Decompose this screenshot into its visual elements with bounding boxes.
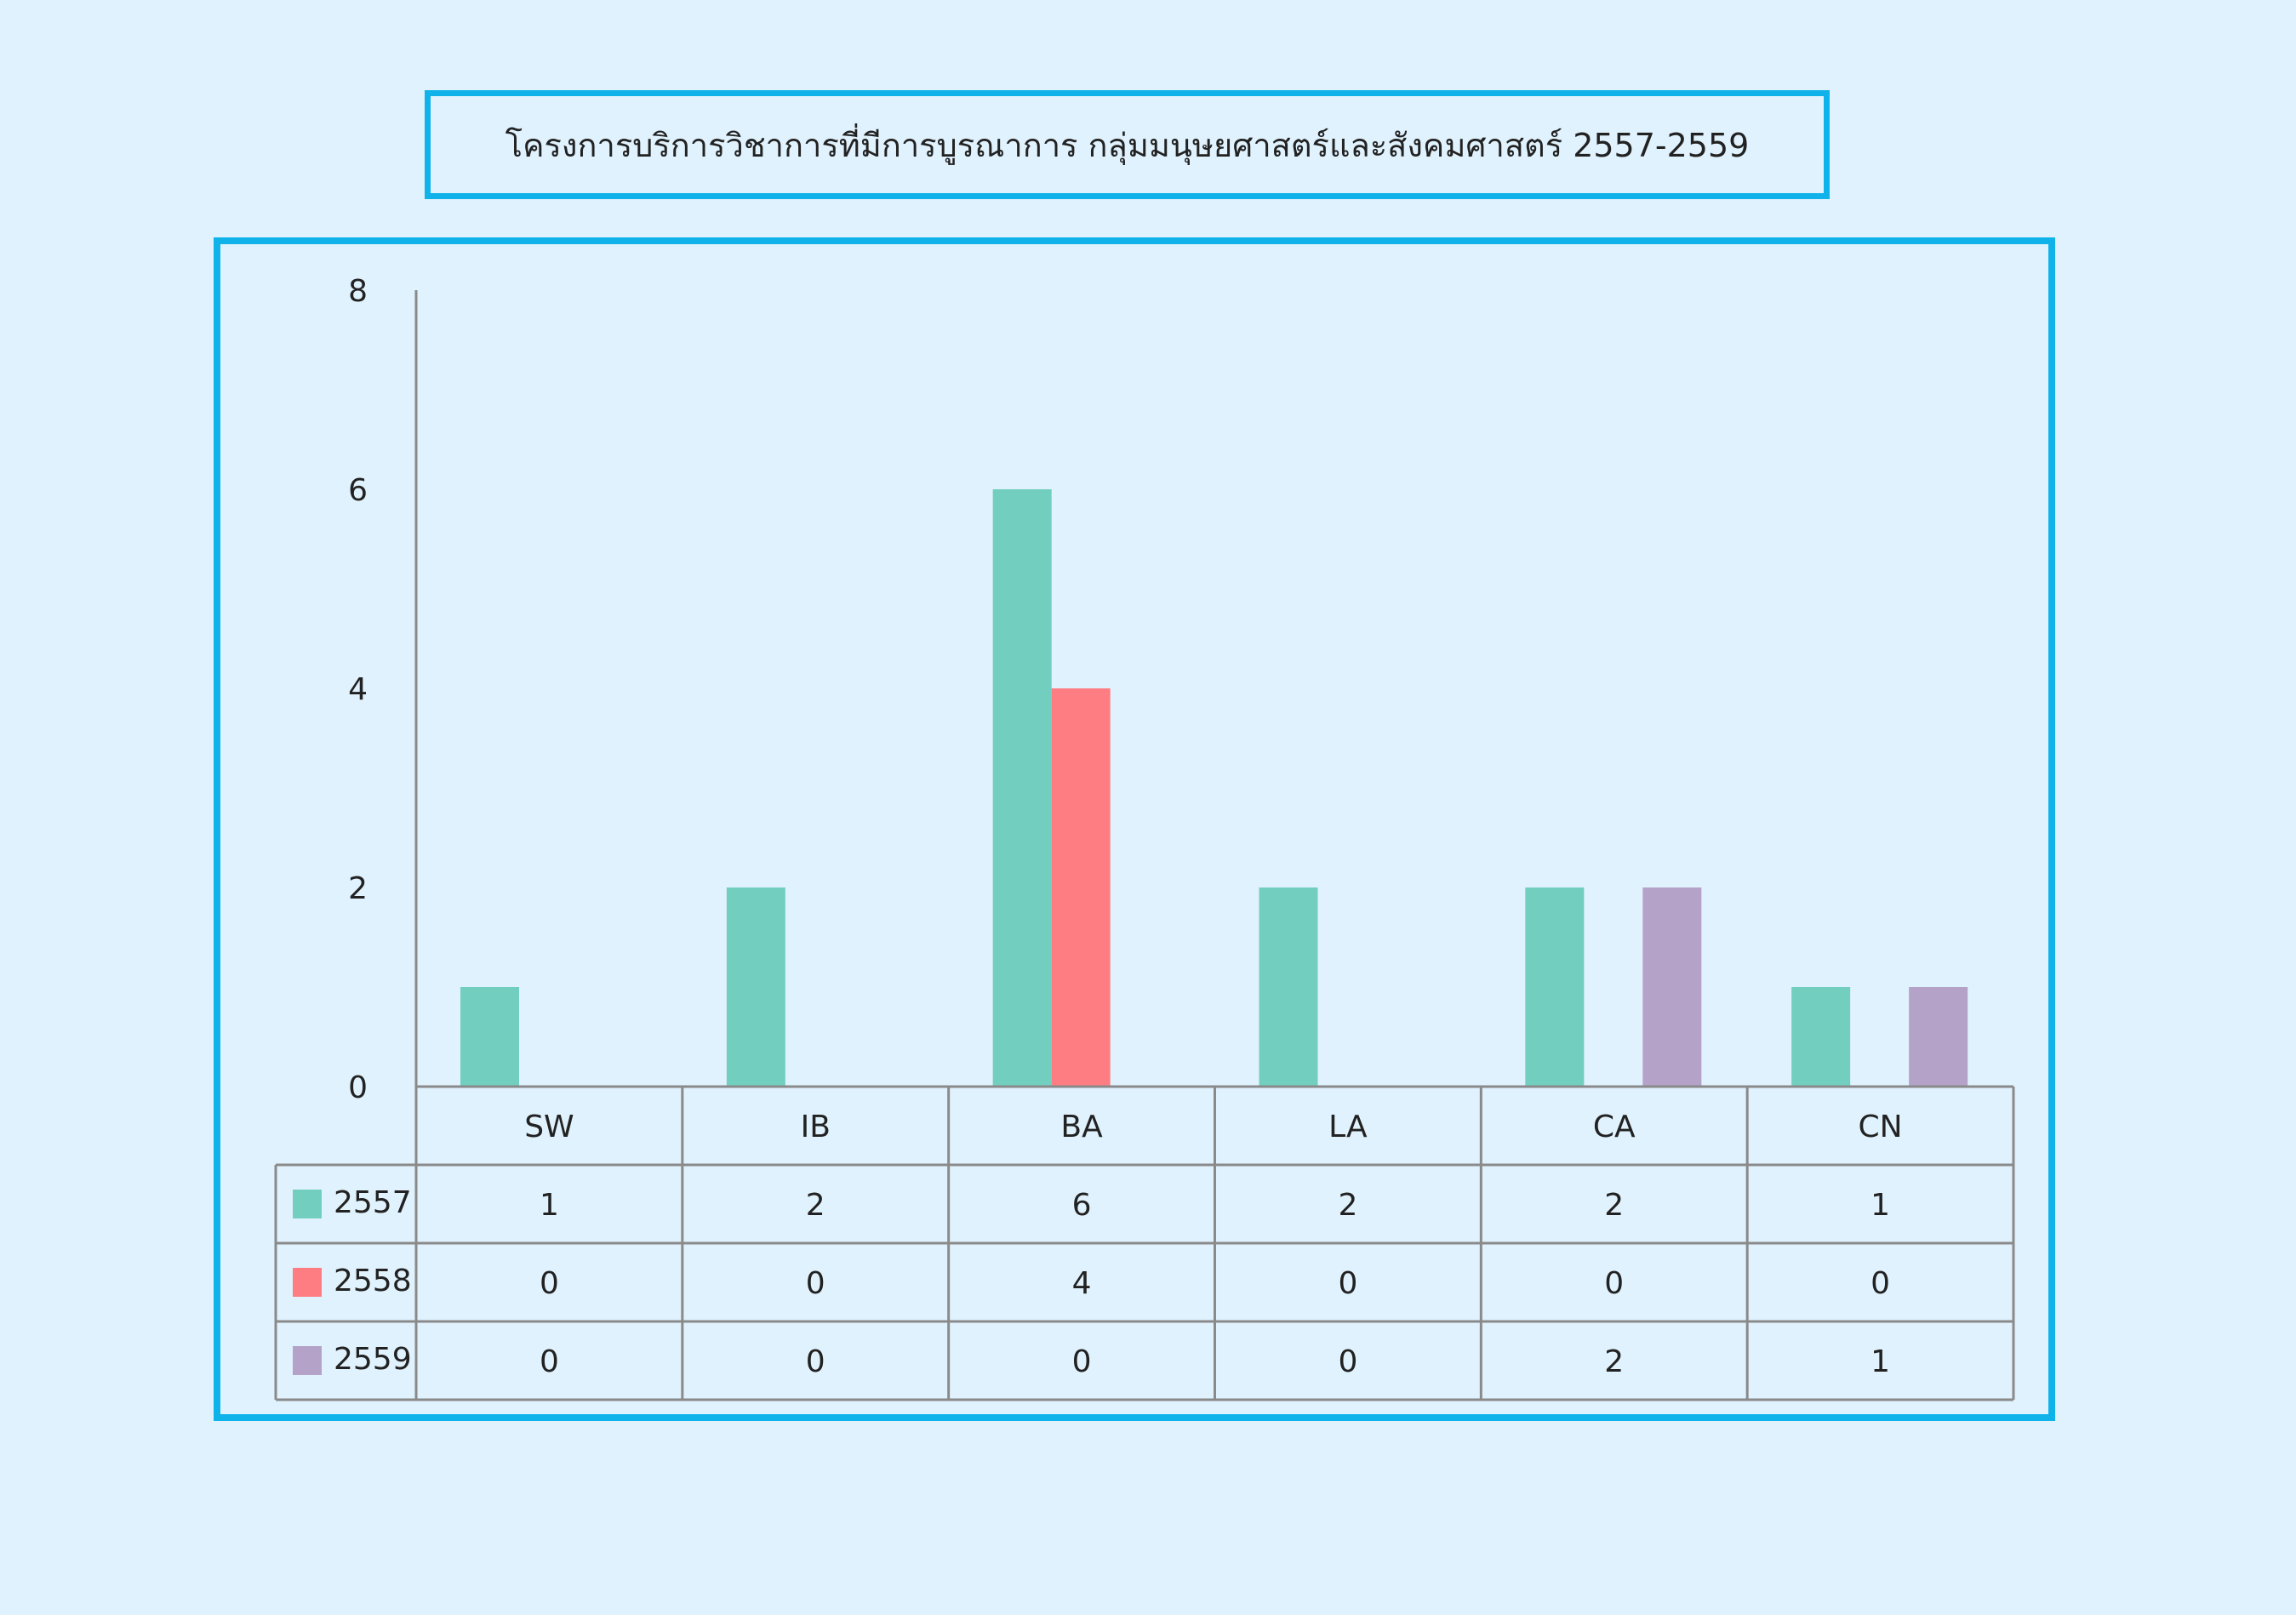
data-label: 0 — [1072, 1344, 1092, 1379]
bar-2557-ba — [992, 489, 1052, 1087]
legend-label-2558: 2558 — [334, 1264, 412, 1298]
chart-frame — [214, 237, 2055, 1421]
data-label: 0 — [1604, 1266, 1624, 1301]
data-label: 2 — [1604, 1188, 1624, 1223]
data-label: 0 — [540, 1344, 559, 1379]
x-tick-label-ba: BA — [1060, 1110, 1103, 1144]
data-label: 2 — [1338, 1188, 1357, 1223]
y-tick-label: 6 — [348, 473, 368, 508]
data-label: 0 — [1870, 1266, 1890, 1301]
bar-2559-ca — [1642, 887, 1702, 1087]
data-label: 0 — [1338, 1344, 1357, 1379]
x-tick-label-la: LA — [1328, 1110, 1368, 1144]
bar-2557-cn — [1791, 987, 1851, 1087]
legend-swatch-2557 — [293, 1190, 322, 1218]
legend-swatch-2559 — [293, 1346, 322, 1375]
data-label: 0 — [1338, 1266, 1357, 1301]
y-tick-label: 8 — [348, 274, 368, 309]
bar-2559-cn — [1909, 987, 1968, 1087]
legend-label-2557: 2557 — [334, 1185, 412, 1220]
y-tick-label: 2 — [348, 871, 368, 906]
x-tick-label-cn: CN — [1859, 1110, 1903, 1144]
legend-swatch-2558 — [293, 1268, 322, 1297]
bar-2558-ba — [1051, 688, 1111, 1087]
data-label: 0 — [540, 1266, 559, 1301]
legend-label-2559: 2559 — [334, 1342, 412, 1377]
x-tick-label-sw: SW — [524, 1110, 574, 1144]
data-label: 0 — [806, 1266, 825, 1301]
bar-2557-ca — [1525, 887, 1585, 1087]
x-tick-label-ib: IB — [801, 1110, 831, 1144]
data-label: 1 — [1870, 1188, 1890, 1223]
chart-title: โครงการบริการวิชาการที่มีการบูรณาการ กลุ… — [505, 126, 1750, 164]
data-label: 2 — [1604, 1344, 1624, 1379]
y-tick-label: 4 — [348, 672, 368, 707]
chart-title-box: โครงการบริการวิชาการที่มีการบูรณาการ กลุ… — [425, 90, 1830, 199]
data-label: 1 — [1870, 1344, 1890, 1379]
data-label: 0 — [806, 1344, 825, 1379]
bar-2557-sw — [460, 987, 519, 1087]
bar-2557-ib — [726, 887, 785, 1087]
x-tick-label-ca: CA — [1593, 1110, 1636, 1144]
data-label: 2 — [806, 1188, 825, 1223]
bar-2557-la — [1259, 887, 1318, 1087]
data-label: 4 — [1072, 1266, 1092, 1301]
y-tick-label: 0 — [348, 1070, 368, 1105]
data-label: 1 — [540, 1188, 559, 1223]
data-label: 6 — [1072, 1188, 1092, 1223]
